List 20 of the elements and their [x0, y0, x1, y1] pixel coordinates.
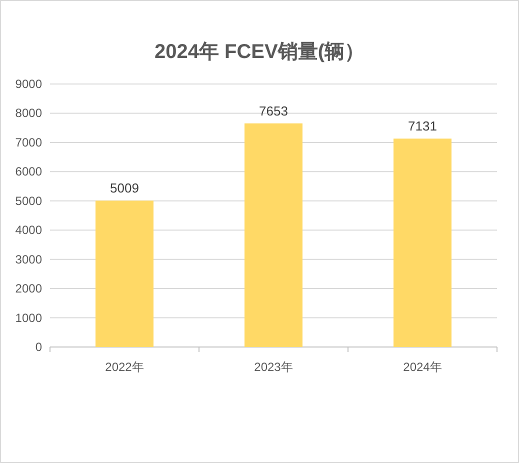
y-tick-label: 7000: [15, 135, 42, 150]
y-tick-label: 3000: [15, 252, 42, 266]
y-tick-label: 6000: [15, 164, 42, 179]
y-tick-label: 9000: [15, 77, 42, 91]
y-tick-label: 2000: [15, 282, 42, 296]
y-tick-label: 8000: [15, 106, 42, 120]
bar: [96, 200, 154, 347]
chart-title: 2024年 FCEV销量(辆）: [154, 41, 365, 63]
data-label: 7653: [259, 103, 288, 118]
y-tick-label: 0: [35, 340, 42, 354]
x-tick-label: 2022年: [105, 360, 144, 374]
x-tick-label: 2024年: [403, 360, 442, 374]
y-tick-label: 5000: [15, 194, 42, 208]
bar: [394, 138, 452, 347]
data-label: 7131: [408, 118, 437, 134]
bar: [244, 123, 302, 347]
x-tick-label: 2023年: [254, 360, 293, 374]
y-tick-label: 4000: [15, 223, 42, 238]
data-label: 5009: [110, 180, 139, 196]
y-tick-label: 1000: [15, 310, 42, 325]
